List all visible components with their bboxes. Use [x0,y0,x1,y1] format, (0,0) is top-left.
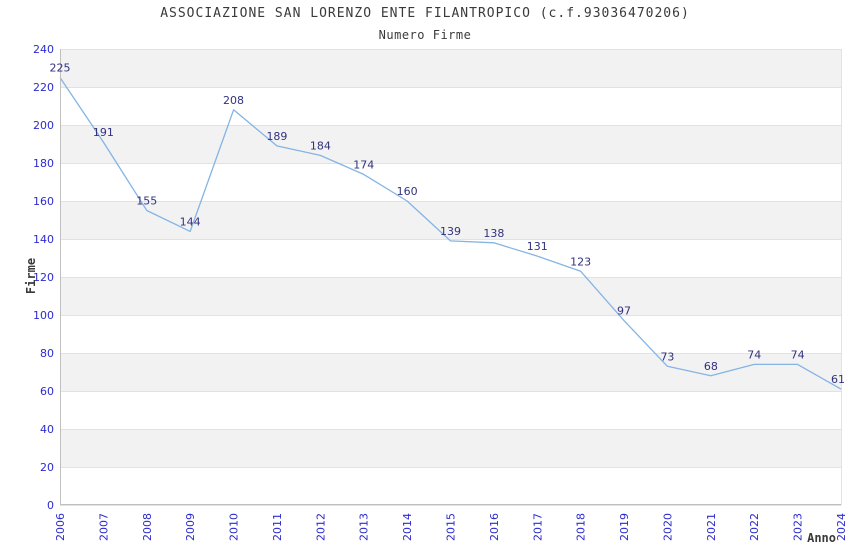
data-label: 208 [223,94,244,107]
data-label: 138 [483,227,504,240]
data-label: 160 [397,185,418,198]
chart-subtitle: Numero Firme [378,28,472,42]
y-tick-label: 120 [33,271,54,284]
x-tick-label: 2016 [488,513,501,541]
x-tick-label: 2023 [792,513,805,541]
x-tick-label: 2021 [705,513,718,541]
x-tick-label: 2020 [661,513,674,541]
plot-band [60,277,841,315]
x-tick-label: 2022 [748,513,761,541]
data-label: 155 [136,195,157,208]
data-label: 68 [704,360,718,373]
y-tick-label: 60 [40,385,54,398]
x-tick-label: 2008 [141,513,154,541]
x-tick-label: 2014 [401,513,414,541]
data-label: 189 [266,130,287,143]
y-tick-label: 0 [47,499,54,512]
plot-band [60,201,841,239]
x-tick-label: 2024 [835,513,848,541]
data-label: 73 [660,350,674,363]
x-tick-label: 2019 [618,513,631,541]
data-label: 74 [791,348,805,361]
y-tick-label: 220 [33,81,54,94]
data-label: 184 [310,139,331,152]
x-tick-label: 2011 [271,513,284,541]
y-tick-label: 180 [33,157,54,170]
data-label: 144 [180,215,201,228]
plot-band [60,49,841,87]
data-label: 131 [527,240,548,253]
data-label: 191 [93,126,114,139]
x-tick-label: 2010 [228,513,241,541]
data-label: 123 [570,255,591,268]
x-tick-label: 2007 [97,513,110,541]
plot-band [60,353,841,391]
data-label: 97 [617,305,631,318]
plot-band [60,125,841,163]
data-label: 174 [353,158,374,171]
y-tick-label: 100 [33,309,54,322]
plot-band [60,429,841,467]
y-axis-title: Firme [24,257,38,295]
x-tick-label: 2017 [531,513,544,541]
y-tick-label: 160 [33,195,54,208]
y-tick-label: 240 [33,43,54,56]
x-axis-title: Anno [807,531,836,545]
data-label: 225 [50,62,71,75]
trend-line [59,77,842,390]
chart-title: ASSOCIAZIONE SAN LORENZO ENTE FILANTROPI… [160,6,690,21]
y-tick-label: 40 [40,423,54,436]
x-tick-label: 2013 [358,513,371,541]
data-label: 139 [440,225,461,238]
data-label: 61 [831,373,845,386]
y-tick-label: 200 [33,119,54,132]
x-tick-label: 2015 [445,513,458,541]
x-tick-label: 2009 [184,513,197,541]
y-tick-label: 20 [40,461,54,474]
x-tick-label: 2006 [54,513,67,541]
y-tick-label: 140 [33,233,54,246]
y-tick-label: 80 [40,347,54,360]
data-label: 74 [747,348,761,361]
x-tick-label: 2018 [575,513,588,541]
x-tick-label: 2012 [314,513,327,541]
